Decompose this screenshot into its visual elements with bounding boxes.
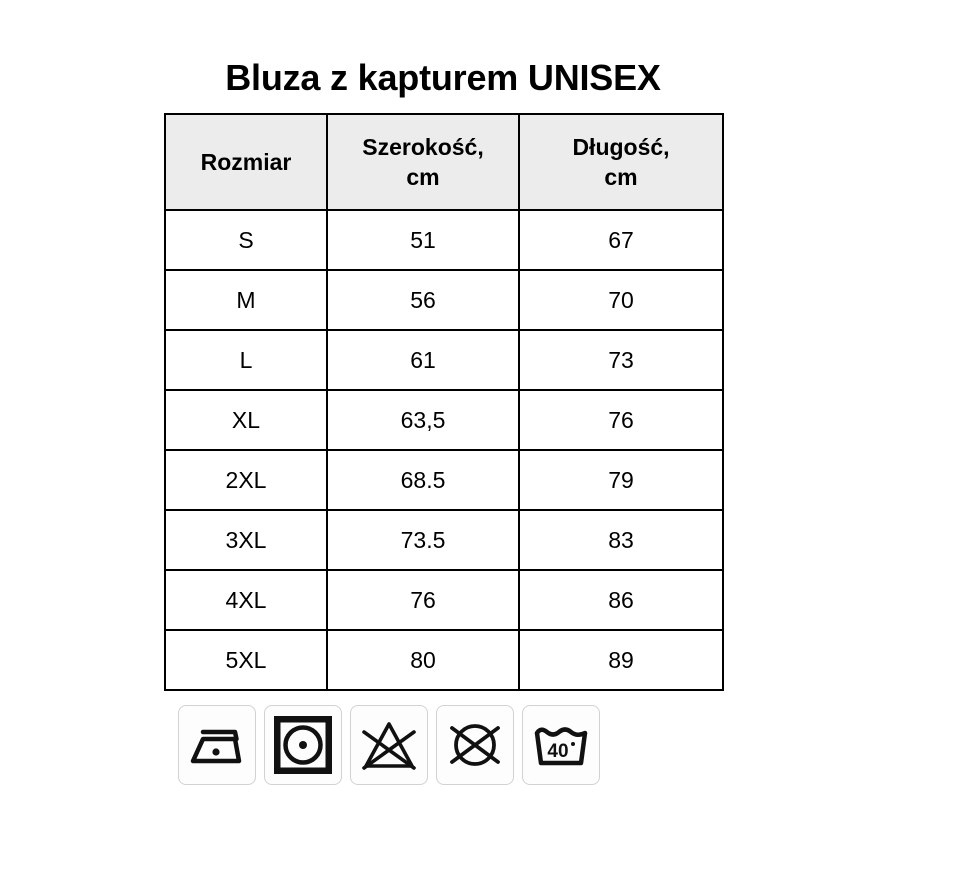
wash-temperature-label: 40 [547,741,568,762]
cell-length: 70 [518,269,724,331]
care-symbol-do-not-bleach [350,705,428,785]
table-row: 4XL 76 86 [164,569,724,631]
table-row: S 51 67 [164,209,724,271]
cell-length: 67 [518,209,724,271]
table-row: 2XL 68.5 79 [164,449,724,511]
size-table: Rozmiar Szerokość, cm Długość, cm S 51 [164,113,724,691]
column-header-width-line2: cm [406,164,440,190]
care-symbols-row: 40 [164,705,722,785]
cell-size: 3XL [164,509,328,571]
do-not-dry-clean-icon [446,718,504,772]
cell-size: XL [164,389,328,451]
iron-low-heat-icon [187,721,247,769]
content-block: Bluza z kapturem UNISEX Rozmiar Szerokoś… [164,56,724,785]
page-title: Bluza z kapturem UNISEX [225,57,661,98]
column-header-width: Szerokość, cm [326,113,520,211]
column-header-length-line2: cm [604,164,638,190]
cell-width: 63,5 [326,389,520,451]
cell-length: 79 [518,449,724,511]
column-header-size-line1: Rozmiar [200,149,292,175]
cell-width: 68.5 [326,449,520,511]
column-header-width-line1: Szerokość, [362,134,484,160]
cell-size: S [164,209,328,271]
cell-length: 89 [518,629,724,691]
cell-width: 76 [326,569,520,631]
table-row: 5XL 80 89 [164,629,724,691]
care-symbol-wash-40: 40 [522,705,600,785]
table-header-row: Rozmiar Szerokość, cm Długość, cm [164,113,724,211]
column-header-length-line1: Długość, [572,134,670,160]
cell-width: 56 [326,269,520,331]
care-symbol-tumble-dry [264,705,342,785]
table-header: Rozmiar Szerokość, cm Długość, cm [164,113,724,211]
cell-size: 5XL [164,629,328,691]
cell-width: 61 [326,329,520,391]
cell-size: M [164,269,328,331]
care-symbol-do-not-dry-clean [436,705,514,785]
table-row: XL 63,5 76 [164,389,724,451]
table-row: L 61 73 [164,329,724,391]
cell-length: 73 [518,329,724,391]
tumble-dry-low-icon [274,716,332,774]
table-row: M 56 70 [164,269,724,331]
column-header-size: Rozmiar [164,113,328,211]
table-body: S 51 67 M 56 70 L 61 73 XL 63,5 76 [164,209,724,691]
cell-length: 86 [518,569,724,631]
cell-length: 76 [518,389,724,451]
do-not-bleach-icon [359,718,419,772]
cell-width: 51 [326,209,520,271]
cell-size: 4XL [164,569,328,631]
cell-length: 83 [518,509,724,571]
cell-width: 80 [326,629,520,691]
wash-40-degrees-icon: 40 [531,721,591,769]
table-row: 3XL 73.5 83 [164,509,724,571]
care-symbol-iron [178,705,256,785]
cell-width: 73.5 [326,509,520,571]
cell-size: L [164,329,328,391]
cell-size: 2XL [164,449,328,511]
column-header-length: Długość, cm [518,113,724,211]
